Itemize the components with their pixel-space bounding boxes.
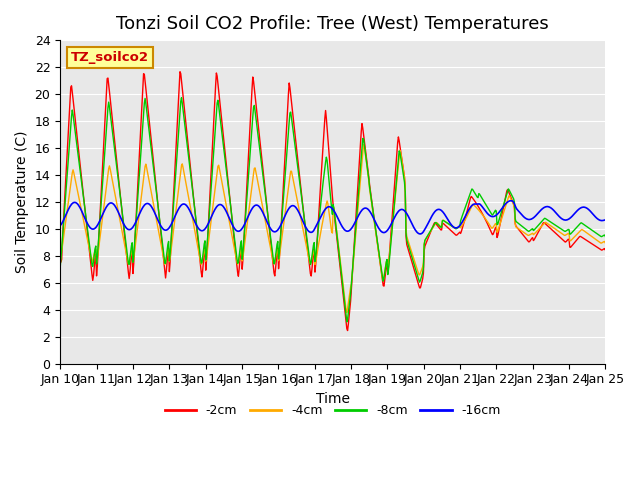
X-axis label: Time: Time: [316, 392, 350, 406]
Y-axis label: Soil Temperature (C): Soil Temperature (C): [15, 131, 29, 273]
-16cm: [122, 225, 130, 231]
-2cm: [66, 97, 74, 103]
-16cm: [178, 202, 186, 208]
-8cm: [343, 319, 351, 325]
-16cm: [602, 217, 609, 223]
-16cm: [507, 198, 515, 204]
-8cm: [207, 185, 215, 191]
-4cm: [417, 270, 424, 276]
-16cm: [207, 216, 214, 222]
-8cm: [417, 277, 424, 283]
-2cm: [602, 247, 609, 253]
-2cm: [56, 260, 64, 265]
-8cm: [602, 234, 609, 240]
-16cm: [399, 207, 407, 213]
-4cm: [178, 163, 186, 168]
Line: -2cm: -2cm: [60, 72, 605, 331]
-4cm: [343, 310, 351, 315]
-8cm: [122, 242, 130, 248]
-2cm: [207, 170, 215, 176]
-8cm: [66, 133, 74, 139]
-4cm: [360, 142, 367, 147]
-8cm: [179, 100, 186, 106]
-4cm: [207, 224, 214, 230]
-8cm: [56, 265, 64, 271]
-8cm: [178, 95, 186, 101]
-2cm: [179, 85, 186, 91]
-8cm: [401, 179, 408, 185]
-4cm: [602, 240, 609, 246]
Text: TZ_soilco2: TZ_soilco2: [71, 51, 149, 64]
-4cm: [56, 259, 64, 265]
-16cm: [417, 231, 424, 237]
Legend: -2cm, -4cm, -8cm, -16cm: -2cm, -4cm, -8cm, -16cm: [159, 399, 506, 422]
-16cm: [56, 223, 64, 228]
-2cm: [176, 69, 184, 74]
Line: -16cm: -16cm: [60, 201, 605, 234]
-16cm: [415, 231, 422, 237]
-2cm: [122, 248, 130, 254]
Title: Tonzi Soil CO2 Profile: Tree (West) Temperatures: Tonzi Soil CO2 Profile: Tree (West) Temp…: [116, 15, 549, 33]
-4cm: [401, 174, 408, 180]
-16cm: [66, 204, 74, 209]
-2cm: [344, 328, 351, 334]
-4cm: [122, 250, 130, 256]
-2cm: [417, 285, 424, 291]
Line: -4cm: -4cm: [60, 144, 605, 312]
-4cm: [66, 187, 74, 192]
Line: -8cm: -8cm: [60, 98, 605, 322]
-2cm: [401, 174, 408, 180]
